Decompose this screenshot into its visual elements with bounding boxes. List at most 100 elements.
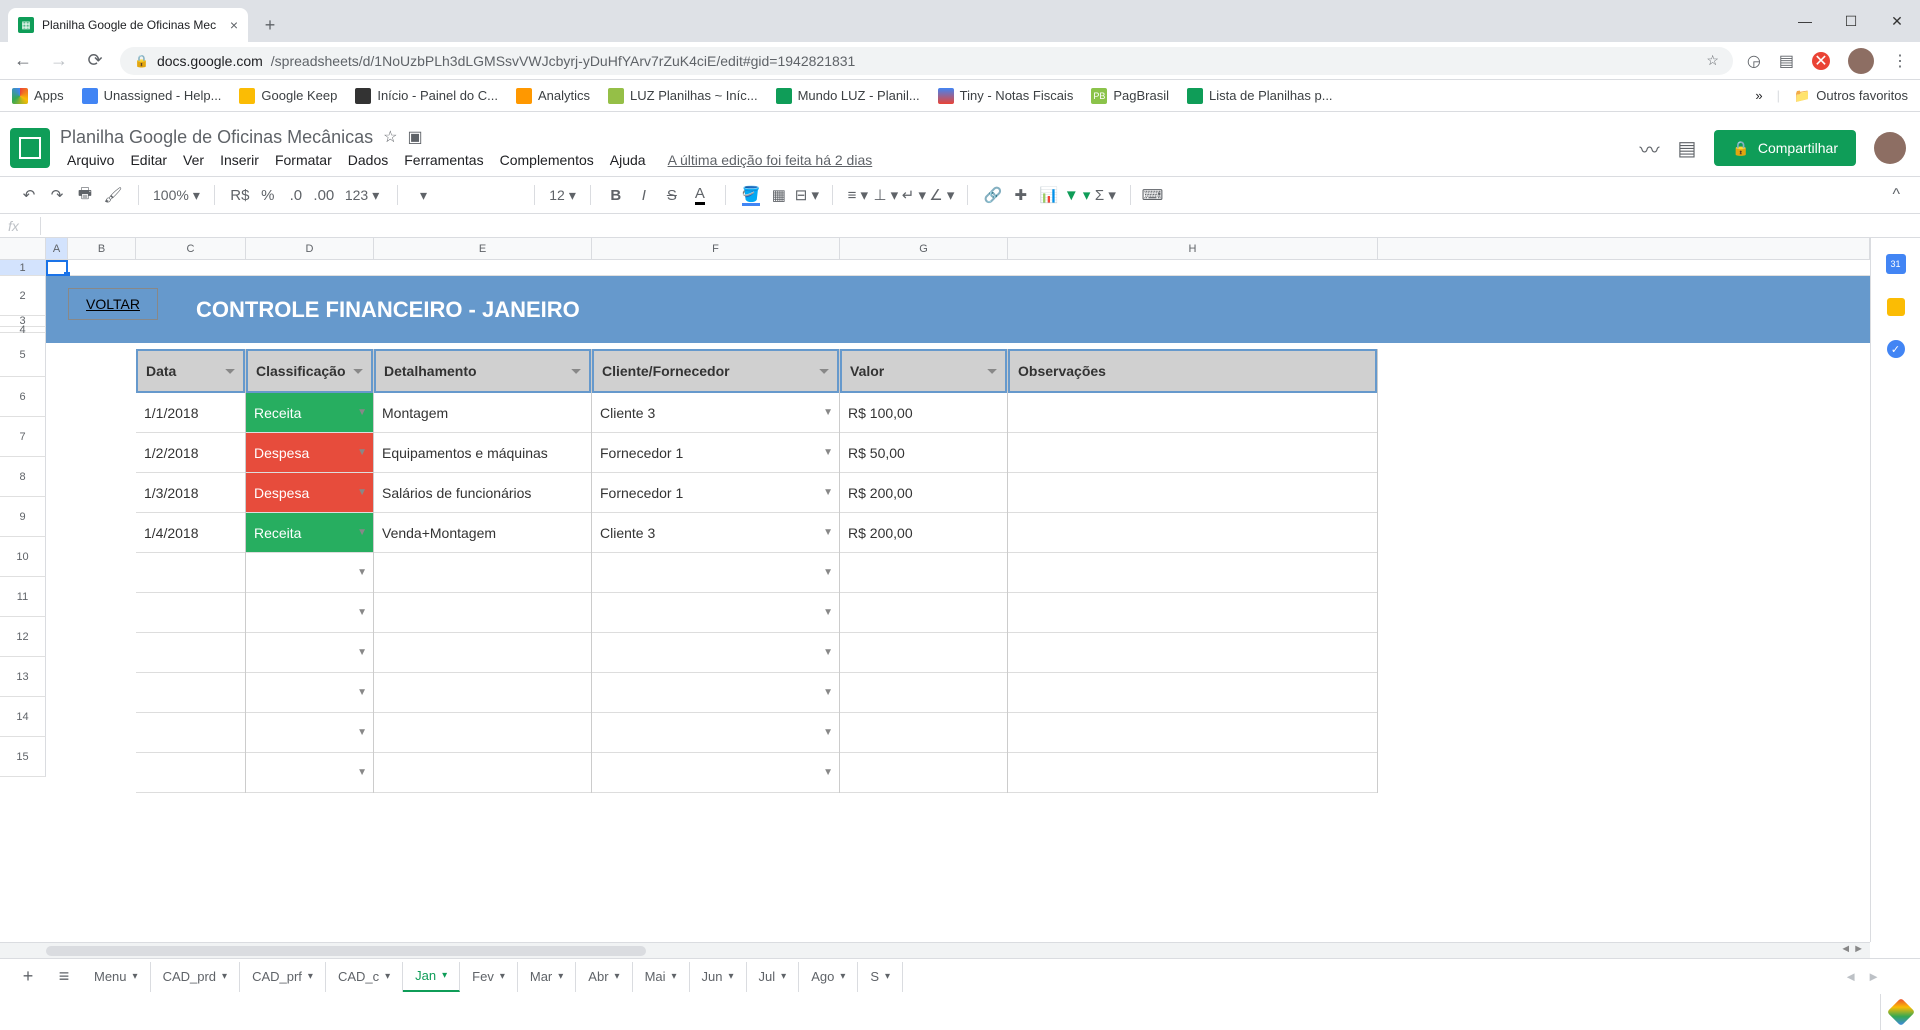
table-cell[interactable] [136,553,245,593]
extension-icon-2[interactable]: ▤ [1779,51,1794,71]
table-cell[interactable]: ▼ [592,593,839,633]
all-sheets-button[interactable]: ≡ [46,962,82,992]
star-icon[interactable]: ☆ [383,127,397,147]
table-cell[interactable] [840,593,1007,633]
tabs-prev-icon[interactable]: ◄ [1844,969,1857,984]
bold-icon[interactable]: B [603,182,629,208]
dropdown-icon[interactable]: ▼ [823,647,833,658]
dropdown-icon[interactable]: ▼ [357,687,367,698]
rotate-icon[interactable]: ∠ ▾ [929,182,955,208]
menu-complementos[interactable]: Complementos [493,150,601,170]
dropdown-icon[interactable]: ▼ [357,527,367,538]
horizontal-scrollbar[interactable]: ◄► [0,942,1870,958]
column-header[interactable]: B [68,238,136,260]
explore-button[interactable] [1880,994,1920,1030]
filter-icon[interactable]: ⏷ [987,364,997,379]
bookmark-item[interactable]: Tiny - Notas Fiscais [938,88,1074,104]
bookmark-item[interactable]: Analytics [516,88,590,104]
dropdown-icon[interactable]: ▼ [357,447,367,458]
table-cell[interactable]: Despesa▼ [246,433,373,473]
column-header[interactable]: C [136,238,246,260]
filter-icon[interactable]: ⏷ [571,364,581,379]
column-header[interactable]: F [592,238,840,260]
sheet-tab[interactable]: Jan ▾ [403,962,460,992]
chart-icon[interactable]: 📊 [1036,182,1062,208]
keyboard-icon[interactable]: ⌨ [1139,182,1165,208]
menu-inserir[interactable]: Inserir [213,150,266,170]
filter-icon[interactable]: ⏷ [225,364,235,379]
last-edit-link[interactable]: A última edição foi feita há 2 dias [661,150,880,170]
row-header[interactable]: 14 [0,697,46,737]
font-dropdown[interactable]: ▾ [406,187,526,204]
bookmarks-overflow-icon[interactable]: » [1755,88,1762,103]
back-icon[interactable]: ← [12,50,34,71]
table-header[interactable]: Valor⏷ [840,349,1007,393]
filter-icon[interactable]: ▼ ▾ [1064,182,1091,208]
table-header[interactable]: Cliente/Fornecedor⏷ [592,349,839,393]
close-tab-icon[interactable]: × [230,17,238,33]
row-header[interactable]: 8 [0,457,46,497]
dropdown-icon[interactable]: ▼ [357,647,367,658]
fontsize-dropdown[interactable]: 12 ▾ [543,187,582,204]
table-cell[interactable] [374,633,591,673]
dropdown-icon[interactable]: ▼ [823,447,833,458]
scroll-left-icon[interactable]: ◄ [1840,943,1851,955]
number-format-dropdown[interactable]: 123 ▾ [339,187,385,204]
forward-icon[interactable]: → [48,50,70,71]
comment-icon[interactable]: ✚ [1008,182,1034,208]
table-cell[interactable] [374,673,591,713]
halign-icon[interactable]: ≡ ▾ [845,182,871,208]
sheet-tab[interactable]: Mai ▾ [633,962,690,992]
close-window-icon[interactable]: ✕ [1874,5,1920,37]
table-cell[interactable]: Fornecedor 1▼ [592,473,839,513]
table-cell[interactable]: 1/1/2018 [136,393,245,433]
voltar-button[interactable]: VOLTAR [68,288,158,320]
menu-editar[interactable]: Editar [123,150,174,170]
dropdown-icon[interactable]: ▼ [357,487,367,498]
address-bar[interactable]: 🔒 docs.google.com/spreadsheets/d/1NoUzbP… [120,47,1733,75]
calendar-icon[interactable] [1886,254,1906,274]
table-cell[interactable]: ▼ [246,553,373,593]
table-cell[interactable] [1008,673,1377,713]
profile-avatar[interactable] [1848,48,1874,74]
account-avatar[interactable] [1874,132,1906,164]
paint-format-icon[interactable]: 🖌 [100,182,126,208]
bookmark-item[interactable]: LUZ Planilhas ~ Iníc... [608,88,758,104]
table-cell[interactable]: 1/4/2018 [136,513,245,553]
menu-ver[interactable]: Ver [176,150,211,170]
table-cell[interactable]: 1/3/2018 [136,473,245,513]
apps-button[interactable]: Apps [12,88,64,104]
collapse-toolbar-icon[interactable]: ^ [1892,186,1908,204]
borders-icon[interactable]: ▦ [766,182,792,208]
menu-icon[interactable]: ⋮ [1892,51,1908,71]
table-cell[interactable] [1008,393,1377,433]
currency-button[interactable]: R$ [227,182,253,208]
column-header[interactable]: D [246,238,374,260]
table-cell[interactable]: Montagem [374,393,591,433]
text-color-icon[interactable]: A [687,182,713,208]
strikethrough-icon[interactable]: S [659,182,685,208]
link-icon[interactable]: 🔗 [980,182,1006,208]
fill-color-icon[interactable]: 🪣 [738,182,764,208]
extension-icon-3[interactable]: ✕ [1812,52,1830,70]
activity-icon[interactable]: 〰 [1640,134,1660,163]
table-cell[interactable]: Receita▼ [246,513,373,553]
table-cell[interactable]: ▼ [592,633,839,673]
table-cell[interactable] [840,553,1007,593]
table-cell[interactable] [1008,713,1377,753]
table-cell[interactable]: ▼ [592,713,839,753]
browser-tab[interactable]: ▦ Planilha Google de Oficinas Mec × [8,8,248,42]
dropdown-icon[interactable]: ▼ [357,727,367,738]
table-cell[interactable] [1008,473,1377,513]
table-cell[interactable] [1008,633,1377,673]
menu-formatar[interactable]: Formatar [268,150,339,170]
decimal-decrease-icon[interactable]: .0 [283,182,309,208]
dropdown-icon[interactable]: ▼ [823,487,833,498]
new-tab-button[interactable]: + [256,11,284,39]
table-cell[interactable] [136,593,245,633]
sheet-tab[interactable]: Menu ▾ [82,962,151,992]
undo-icon[interactable]: ↶ [16,182,42,208]
dropdown-icon[interactable]: ▼ [823,407,833,418]
comments-icon[interactable]: ▤ [1678,136,1697,161]
menu-dados[interactable]: Dados [341,150,395,170]
